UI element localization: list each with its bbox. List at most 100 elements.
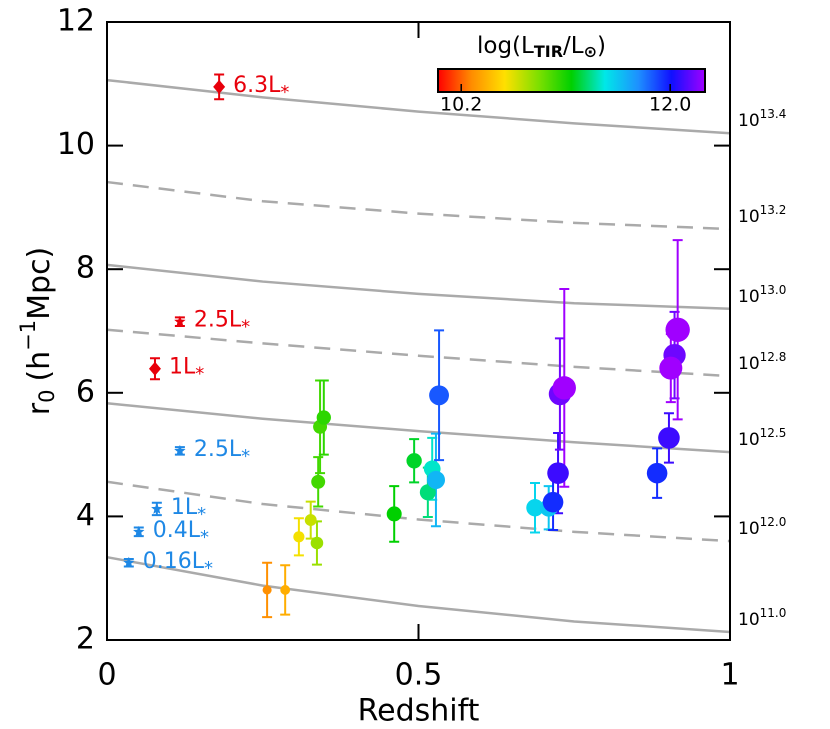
halo-curve [106, 328, 731, 378]
halo-label-exp: 13.0 [760, 282, 787, 296]
y-tick-label: 12 [57, 4, 95, 39]
ref-label-sub: * [200, 527, 209, 548]
y-label-symbol: r [22, 402, 57, 415]
data-point [406, 453, 422, 469]
halo-label: 1012.8 [738, 350, 786, 375]
halo-label: 1013.4 [738, 107, 786, 131]
halo-label-base: 10 [738, 354, 760, 374]
data-point [552, 376, 576, 400]
data-point [665, 317, 690, 342]
data-point [542, 491, 564, 513]
ref-label-sub: * [241, 317, 250, 338]
halo-label-exp: 11.0 [760, 605, 787, 619]
halo-label: 1012.5 [738, 426, 786, 451]
data-point [310, 536, 324, 550]
ref-marker [174, 315, 186, 327]
data-point [386, 506, 402, 522]
ref-label-text: 1L [171, 495, 198, 520]
halo-label-base: 10 [738, 610, 760, 630]
ref-label-sub: * [195, 364, 204, 385]
data-point [426, 470, 446, 490]
ref-label: 0.16L* [143, 549, 213, 579]
ref-label-sub: * [204, 558, 213, 579]
halo-label-base: 10 [738, 207, 760, 227]
y-tick-label: 10 [57, 127, 95, 162]
ref-label: 2.5L* [194, 308, 250, 338]
halo-label-base: 10 [738, 519, 760, 539]
halo-label-exp: 13.4 [760, 107, 787, 121]
data-point [526, 499, 544, 517]
ref-label: 0.4L* [153, 518, 209, 548]
colorbar [437, 68, 706, 93]
data-point [547, 462, 569, 484]
y-label-sup: −1 [16, 320, 40, 351]
colorbar-title: log(LTIR/L⊙) [477, 33, 606, 61]
cb-title: log(L [477, 33, 534, 59]
x-tick-label: 1 [720, 658, 739, 693]
ref-label: 6.3L* [233, 73, 289, 103]
ref-label: 1L* [169, 355, 204, 385]
halo-curve [106, 180, 731, 231]
ref-label: 2.5L* [194, 437, 250, 467]
halo-curve [106, 480, 731, 543]
data-point [311, 474, 326, 489]
ref-marker [213, 79, 226, 94]
data-point [429, 385, 449, 406]
data-point [262, 585, 272, 595]
ref-label-sub: * [280, 82, 289, 103]
halo-label-exp: 12.0 [760, 515, 787, 529]
ref-label-text: 0.16L [143, 549, 205, 574]
ref-marker [151, 502, 163, 514]
data-point [419, 484, 436, 501]
ref-label-text: 2.5L [194, 437, 242, 462]
data-point [293, 531, 305, 543]
data-point [646, 462, 668, 484]
cb-title-sub: ⊙ [584, 42, 597, 61]
data-point [280, 585, 291, 595]
ref-label-text: 1L [169, 355, 196, 380]
halo-label-exp: 12.8 [760, 350, 787, 364]
colorbar-tick-label: 10.2 [440, 94, 482, 116]
halo-curve [106, 555, 731, 634]
ref-label-text: 6.3L [233, 73, 281, 98]
x-tick-label: 0 [97, 658, 116, 693]
y-label-unit: Mpc) [22, 247, 57, 320]
cb-title: ) [597, 33, 606, 59]
halo-curve [106, 263, 731, 311]
halo-curve [106, 402, 731, 454]
halo-label: 1013.2 [738, 203, 786, 228]
halo-label-exp: 12.5 [760, 426, 787, 440]
halo-label: 1011.0 [738, 605, 786, 630]
halo-label-exp: 13.2 [760, 203, 787, 217]
halo-label: 1013.0 [738, 282, 786, 307]
ref-label-text: 0.4L [153, 518, 201, 543]
y-tick-label: 2 [76, 622, 95, 657]
halo-label-base: 10 [738, 287, 760, 307]
data-point [316, 410, 331, 425]
colorbar-tick-label: 12.0 [649, 94, 691, 116]
ref-marker [123, 556, 135, 568]
ref-label-sub: * [197, 504, 206, 525]
cb-title-sub: TIR [534, 42, 563, 61]
cb-title: /L [563, 33, 584, 59]
ref-marker [148, 361, 161, 376]
data-point [658, 427, 680, 449]
data-point [659, 356, 683, 380]
x-tick-label: 0.5 [395, 658, 443, 693]
y-tick-label: 8 [76, 251, 95, 286]
halo-label-base: 10 [738, 111, 760, 131]
halo-label-base: 10 [738, 430, 760, 450]
ref-marker [174, 444, 186, 456]
halo-curve [106, 78, 731, 135]
ref-marker [133, 525, 145, 537]
ref-label-sub: * [241, 446, 250, 467]
y-tick-label: 4 [76, 498, 95, 533]
y-tick-label: 6 [76, 374, 95, 409]
y-label-unit: (h [22, 351, 57, 382]
ref-label: 1L* [171, 495, 206, 525]
halo-label: 1012.0 [738, 515, 786, 540]
x-axis-label: Redshift [358, 694, 480, 729]
y-axis-label: r0 (h−1Mpc) [16, 247, 59, 416]
